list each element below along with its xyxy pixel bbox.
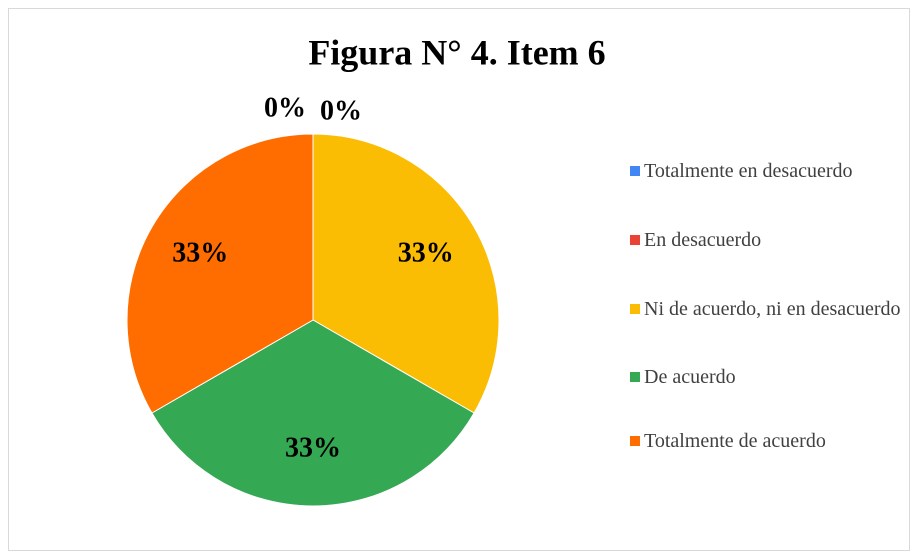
legend-swatch [630, 304, 640, 314]
legend-item: Ni de acuerdo, ni en desacuerdo [630, 295, 910, 323]
data-label: 33% [398, 237, 454, 268]
data-label: 33% [172, 237, 228, 268]
legend-label: En desacuerdo [644, 229, 762, 251]
legend-label: De acuerdo [644, 366, 736, 388]
data-label: 0% [264, 92, 306, 123]
pie-slice [312, 133, 500, 414]
data-label: 33% [285, 433, 341, 464]
legend-item: Totalmente de acuerdo [630, 427, 910, 455]
legend-label: Totalmente de acuerdo [644, 430, 826, 452]
legend-swatch [630, 372, 640, 382]
legend-label: Ni de acuerdo, ni en desacuerdo [644, 298, 901, 320]
legend-swatch [630, 235, 640, 245]
pie-slice [151, 319, 475, 507]
legend-swatch [630, 436, 640, 446]
legend-swatch [630, 166, 640, 176]
legend-item: Totalmente en desacuerdo [630, 157, 910, 185]
pie-slice [126, 133, 314, 414]
legend-item: De acuerdo [630, 363, 910, 391]
data-label: 0% [320, 95, 362, 126]
legend-item: En desacuerdo [630, 226, 910, 254]
legend-label: Totalmente en desacuerdo [644, 160, 853, 182]
chart-title: Figura N° 4. Item 6 [308, 32, 605, 72]
